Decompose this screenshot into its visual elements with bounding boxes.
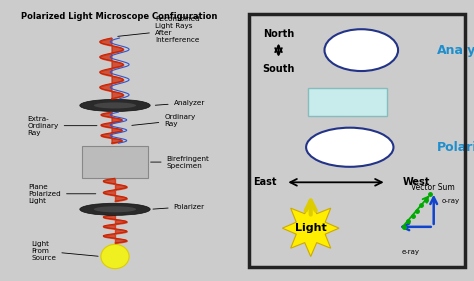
Text: Analyzer: Analyzer [155,100,205,106]
Polygon shape [283,200,339,257]
Text: Birefringent
Specimen: Birefringent Specimen [151,156,210,169]
Ellipse shape [80,99,150,112]
Text: Plane
Polarized
Light: Plane Polarized Light [28,184,96,204]
FancyBboxPatch shape [309,88,387,116]
Text: Light
From
Source: Light From Source [31,241,98,261]
Text: sample: sample [330,97,365,107]
Text: o-ray: o-ray [442,198,460,204]
Text: Analyzer: Analyzer [437,44,474,57]
Text: East: East [253,177,276,187]
Ellipse shape [80,203,150,215]
Text: Polarizer: Polarizer [437,141,474,154]
Ellipse shape [101,244,129,269]
Text: Recombined
Light Rays
After
Interference: Recombined Light Rays After Interference [118,16,200,43]
Ellipse shape [306,128,393,167]
Text: Polarizer: Polarizer [153,204,205,210]
Text: South: South [262,64,295,74]
Text: Ordinary
Ray: Ordinary Ray [132,114,195,127]
Text: Extra-
Ordinary
Ray: Extra- Ordinary Ray [27,116,97,136]
Text: Polarized Light Microscope Configuration: Polarized Light Microscope Configuration [21,12,218,21]
Ellipse shape [94,206,136,212]
Text: North: North [263,29,294,39]
Text: Vector Sum: Vector Sum [410,183,455,192]
FancyBboxPatch shape [82,146,148,178]
Ellipse shape [94,102,136,108]
Text: Light: Light [295,223,327,233]
Ellipse shape [325,29,398,71]
Text: West: West [402,177,430,187]
Text: e-ray: e-ray [401,250,419,255]
